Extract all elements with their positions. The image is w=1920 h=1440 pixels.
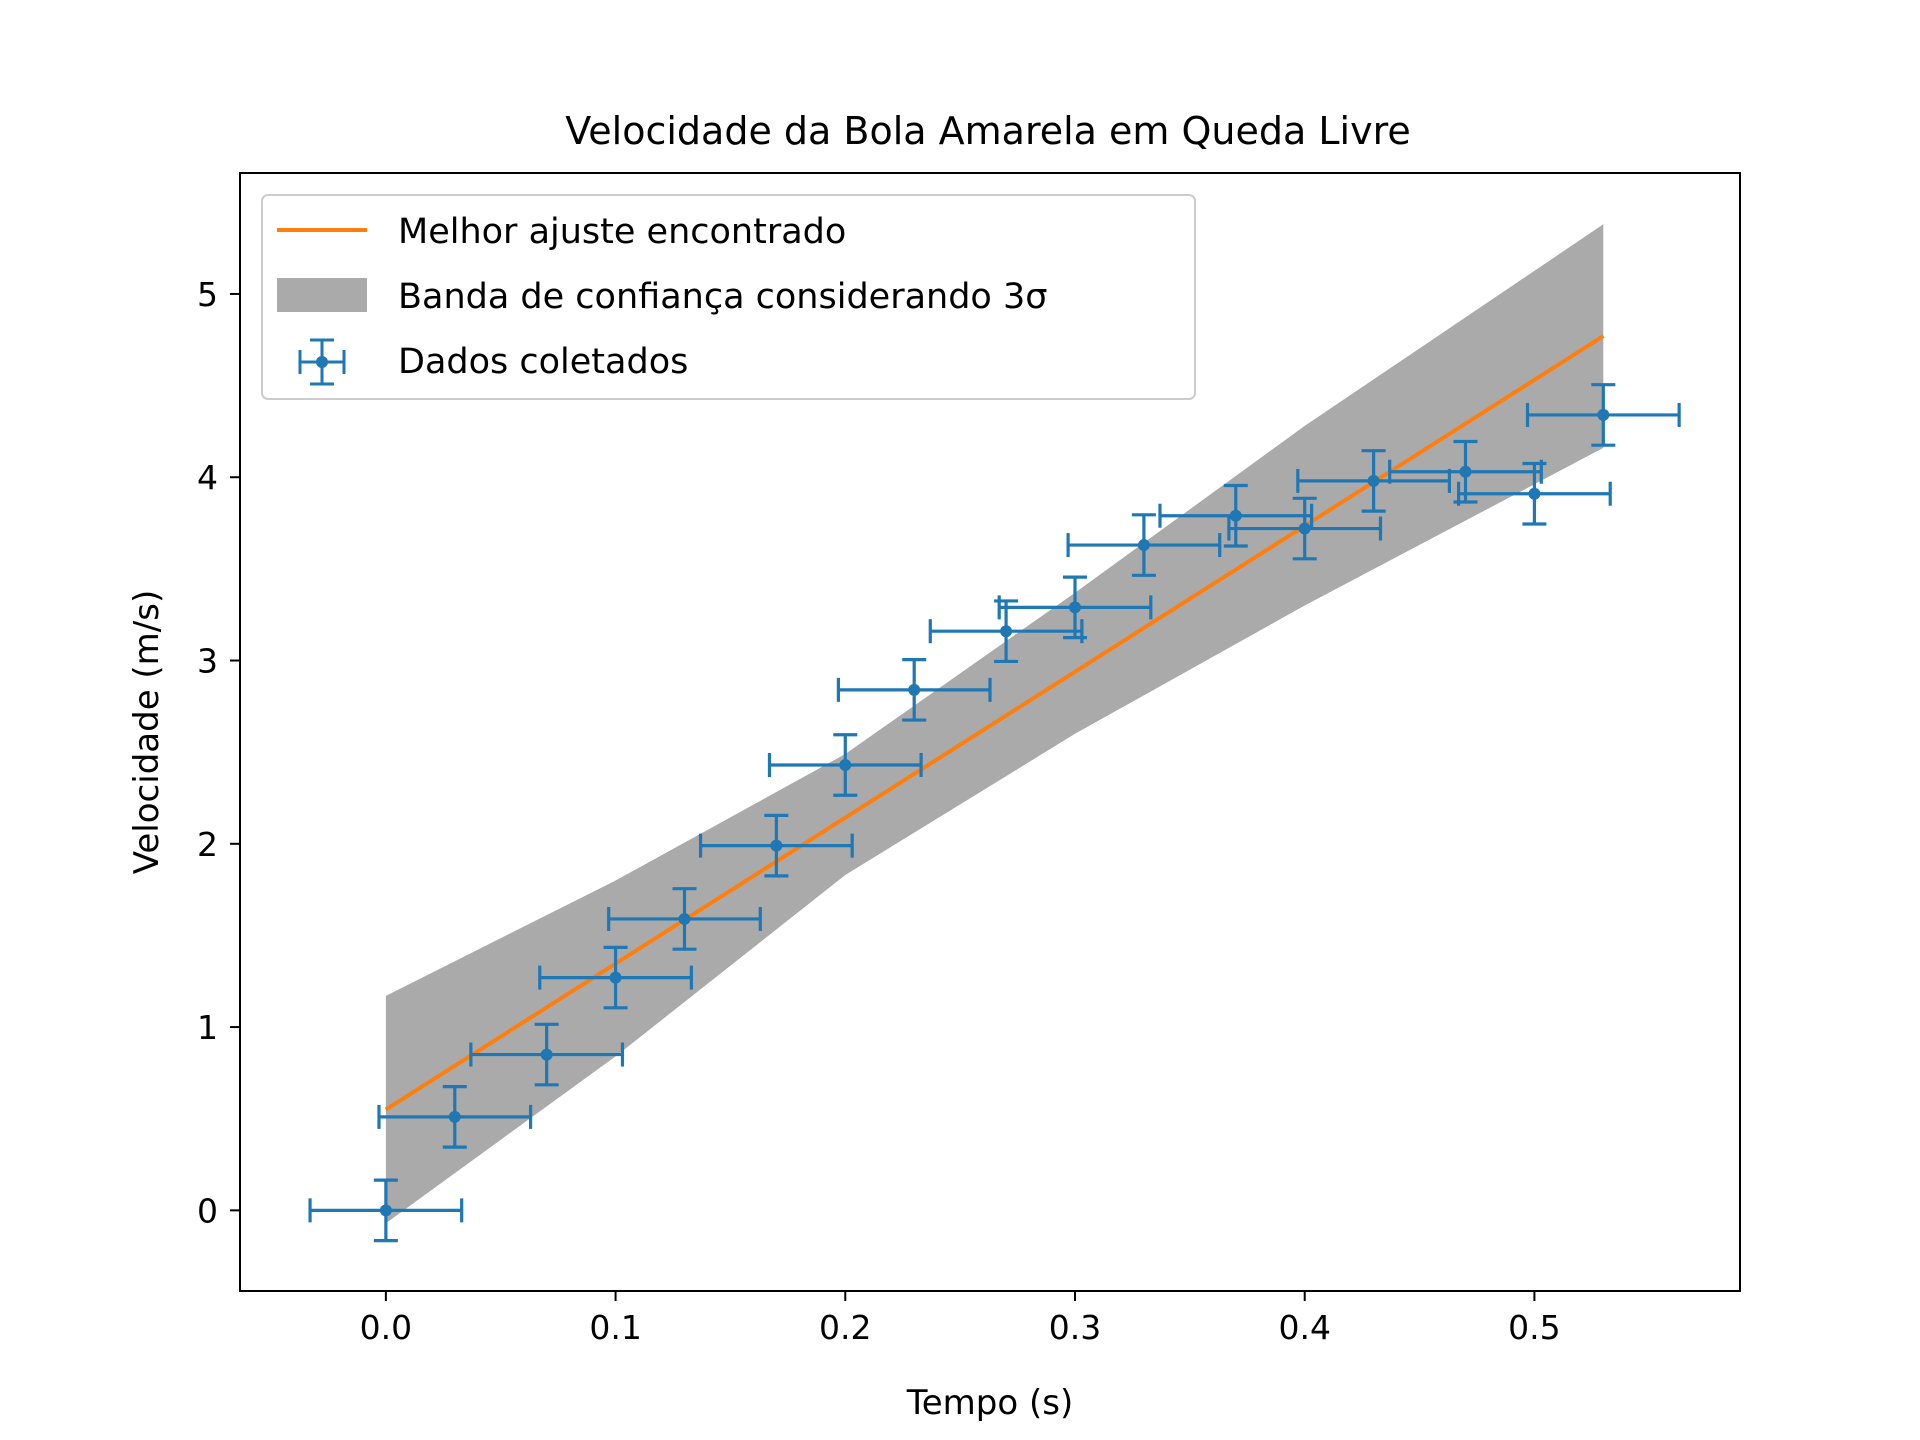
data-point — [308, 1178, 464, 1243]
data-marker — [609, 971, 622, 984]
data-point — [607, 887, 762, 951]
data-point — [836, 658, 992, 722]
data-marker — [1597, 408, 1610, 421]
legend: Melhor ajuste encontrado Banda de confia… — [261, 194, 1196, 400]
data-marker — [908, 683, 921, 696]
data-point — [1388, 439, 1543, 504]
y-tick-label: 0 — [197, 1191, 218, 1230]
x-axis-label: Tempo (s) — [906, 1383, 1073, 1423]
legend-errorbar-swatch — [298, 338, 346, 386]
x-tick-label: 0.2 — [819, 1308, 871, 1347]
data-marker — [1367, 474, 1380, 487]
data-point — [377, 1085, 533, 1149]
data-marker — [678, 912, 691, 925]
legend-label-band: Banda de confiança considerando 3σ — [398, 277, 1047, 317]
y-tick-label: 4 — [197, 458, 218, 497]
chart-title: Velocidade da Bola Amarela em Queda Livr… — [565, 109, 1411, 153]
data-point — [538, 945, 693, 1010]
y-axis-label: Velocidade (m/s) — [127, 590, 167, 874]
y-tick-label: 2 — [197, 825, 218, 864]
data-marker — [1528, 487, 1541, 500]
data-point — [1296, 449, 1452, 513]
data-marker — [1000, 625, 1013, 638]
data-marker — [1298, 522, 1311, 535]
data-point — [767, 733, 923, 797]
legend-box — [261, 194, 1196, 400]
x-tick-label: 0.3 — [1049, 1308, 1101, 1347]
x-tick-label: 0.1 — [589, 1308, 641, 1347]
data-point — [1066, 513, 1222, 577]
plot-frame — [239, 172, 1741, 1292]
x-tick-label: 0.5 — [1508, 1308, 1560, 1347]
legend-label-fit: Melhor ajuste encontrado — [398, 212, 846, 252]
legend-label-data: Dados coletados — [398, 342, 688, 382]
data-marker — [1459, 465, 1472, 478]
data-marker — [839, 758, 852, 771]
data-marker — [448, 1110, 461, 1123]
plot-area — [308, 224, 1681, 1243]
y-tick-label: 5 — [197, 275, 218, 314]
fit-line — [384, 334, 1605, 1112]
x-tick-label: 0.0 — [360, 1308, 412, 1347]
data-point — [698, 813, 854, 878]
data-point — [469, 1022, 625, 1087]
data-marker — [540, 1048, 553, 1061]
data-point — [1525, 383, 1681, 447]
data-marker — [1137, 539, 1150, 552]
y-tick-label: 1 — [197, 1008, 218, 1047]
data-marker — [379, 1204, 392, 1217]
data-point — [1158, 483, 1314, 548]
data-marker — [770, 839, 783, 852]
y-tick-label: 3 — [197, 642, 218, 681]
data-point — [928, 599, 1084, 664]
data-point — [1227, 496, 1383, 561]
data-marker — [1068, 601, 1081, 614]
data-point — [997, 575, 1153, 640]
data-point — [1457, 461, 1612, 526]
x-tick-label: 0.4 — [1278, 1308, 1330, 1347]
legend-band-swatch — [277, 278, 367, 312]
axis-ticks: 0.0 0.1 0.2 0.3 0.4 0.5 0 1 2 3 4 5 — [197, 275, 1561, 1347]
data-marker — [1229, 509, 1242, 522]
